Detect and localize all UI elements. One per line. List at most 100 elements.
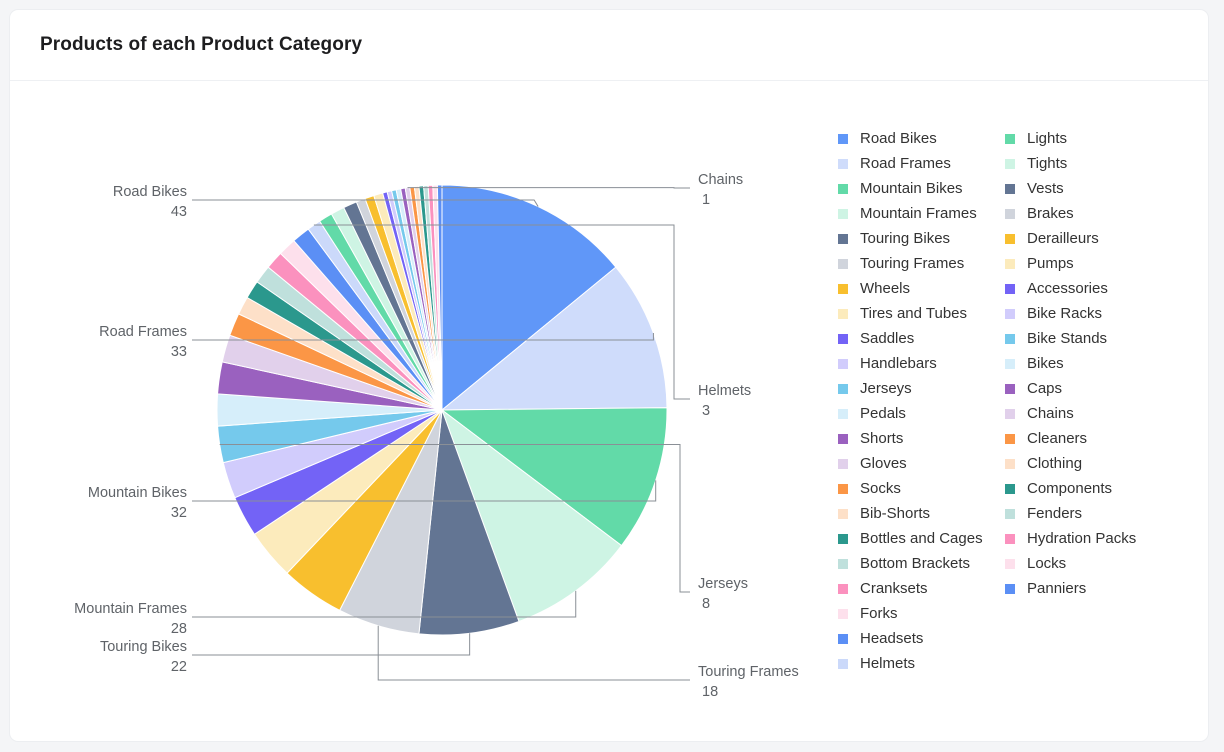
legend-item-tights[interactable]: Tights xyxy=(1005,151,1185,176)
legend-label: Gloves xyxy=(860,455,907,472)
legend-item-caps[interactable]: Caps xyxy=(1005,376,1185,401)
legend-swatch xyxy=(838,433,848,444)
legend-item-derailleurs[interactable]: Derailleurs xyxy=(1005,226,1185,251)
legend-item-pedals[interactable]: Pedals xyxy=(838,401,1005,426)
legend-swatch xyxy=(838,583,848,594)
legend-label: Forks xyxy=(860,605,898,622)
callout-line-mountain-frames xyxy=(192,590,577,618)
legend-item-accessories[interactable]: Accessories xyxy=(1005,276,1185,301)
callout-label-touring-frames: Touring Frames xyxy=(698,664,799,680)
legend-swatch xyxy=(838,408,848,419)
legend-item-cranksets[interactable]: Cranksets xyxy=(838,576,1005,601)
legend-item-pumps[interactable]: Pumps xyxy=(1005,251,1185,276)
legend-label: Clothing xyxy=(1027,455,1083,472)
legend-item-chains[interactable]: Chains xyxy=(1005,401,1185,426)
legend-item-saddles[interactable]: Saddles xyxy=(838,326,1005,351)
legend-item-bottles-and-cages[interactable]: Bottles and Cages xyxy=(838,526,1005,551)
legend-label: Saddles xyxy=(860,330,915,347)
callout-value-touring-frames: 18 xyxy=(702,684,718,700)
legend-item-cleaners[interactable]: Cleaners xyxy=(1005,426,1185,451)
pie-slice-mountain-frames[interactable] xyxy=(440,408,623,623)
callout-value-chains: 1 xyxy=(702,192,710,208)
legend-label: Shorts xyxy=(860,430,904,447)
callout-value-jerseys: 8 xyxy=(702,596,710,612)
legend-label: Chains xyxy=(1027,405,1074,422)
legend-item-bike-racks[interactable]: Bike Racks xyxy=(1005,301,1185,326)
legend-item-vests[interactable]: Vests xyxy=(1005,176,1185,201)
legend-label: Cranksets xyxy=(860,580,928,597)
legend-swatch xyxy=(1005,583,1015,594)
legend-label: Helmets xyxy=(860,655,916,672)
legend-label: Bikes xyxy=(1027,355,1064,372)
legend-item-bottom-brackets[interactable]: Bottom Brackets xyxy=(838,551,1005,576)
pie-slice-panniers[interactable] xyxy=(436,184,443,411)
legend-label: Road Frames xyxy=(860,155,951,172)
legend-item-mountain-frames[interactable]: Mountain Frames xyxy=(838,201,1005,226)
legend-item-road-frames[interactable]: Road Frames xyxy=(838,151,1005,176)
chart-legend: Road Bikes Road Frames Mountain Bikes Mount… xyxy=(838,126,1185,676)
legend-label: Bike Racks xyxy=(1027,305,1103,322)
legend-swatch xyxy=(1005,408,1015,419)
legend-swatch xyxy=(838,308,848,319)
legend-item-clothing[interactable]: Clothing xyxy=(1005,451,1185,476)
legend-item-gloves[interactable]: Gloves xyxy=(838,451,1005,476)
legend-label: Pumps xyxy=(1027,255,1074,272)
legend-item-tires-and-tubes[interactable]: Tires and Tubes xyxy=(838,301,1005,326)
pie-slice-road-bikes[interactable] xyxy=(441,184,617,412)
legend-label: Lights xyxy=(1027,130,1068,147)
legend-item-bike-stands[interactable]: Bike Stands xyxy=(1005,326,1185,351)
legend-swatch xyxy=(1005,533,1015,544)
legend-item-handlebars[interactable]: Handlebars xyxy=(838,351,1005,376)
legend-item-touring-frames[interactable]: Touring Frames xyxy=(838,251,1005,276)
legend-item-hydration-packs[interactable]: Hydration Packs xyxy=(1005,526,1185,551)
legend-label: Headsets xyxy=(860,630,924,647)
legend-swatch xyxy=(1005,333,1015,344)
legend-item-panniers[interactable]: Panniers xyxy=(1005,576,1185,601)
legend-item-helmets[interactable]: Helmets xyxy=(838,651,1005,676)
legend-swatch xyxy=(1005,383,1015,394)
legend-label: Components xyxy=(1027,480,1113,497)
legend-item-wheels[interactable]: Wheels xyxy=(838,276,1005,301)
legend-swatch xyxy=(838,283,848,294)
legend-item-forks[interactable]: Forks xyxy=(838,601,1005,626)
legend-item-fenders[interactable]: Fenders xyxy=(1005,501,1185,526)
legend-label: Bib-Shorts xyxy=(860,505,931,522)
callout-label-chains: Chains xyxy=(698,172,743,188)
legend-swatch xyxy=(838,458,848,469)
callout-line-road-frames xyxy=(192,333,654,341)
legend-item-socks[interactable]: Socks xyxy=(838,476,1005,501)
callout-value-helmets: 3 xyxy=(702,403,710,419)
legend-swatch xyxy=(838,483,848,494)
legend-label: Road Bikes xyxy=(860,130,937,147)
legend-swatch xyxy=(1005,308,1015,319)
legend-swatch xyxy=(838,158,848,169)
legend-label: Bottom Brackets xyxy=(860,555,971,572)
legend-swatch xyxy=(1005,258,1015,269)
legend-label: Pedals xyxy=(860,405,906,422)
legend-item-headsets[interactable]: Headsets xyxy=(838,626,1005,651)
card-header: Products of each Product Category xyxy=(10,10,1208,81)
legend-item-brakes[interactable]: Brakes xyxy=(1005,201,1185,226)
legend-item-touring-bikes[interactable]: Touring Bikes xyxy=(838,226,1005,251)
callout-value-touring-bikes: 22 xyxy=(171,659,187,675)
legend-item-road-bikes[interactable]: Road Bikes xyxy=(838,126,1005,151)
legend-item-locks[interactable]: Locks xyxy=(1005,551,1185,576)
pie-slice-touring-bikes[interactable] xyxy=(418,409,520,636)
legend-swatch xyxy=(838,358,848,369)
legend-swatch xyxy=(838,608,848,619)
legend-item-mountain-bikes[interactable]: Mountain Bikes xyxy=(838,176,1005,201)
callout-line-touring-frames xyxy=(377,625,690,681)
legend-label: Hydration Packs xyxy=(1027,530,1137,547)
legend-item-bib-shorts[interactable]: Bib-Shorts xyxy=(838,501,1005,526)
legend-swatch xyxy=(838,658,848,669)
legend-label: Vests xyxy=(1027,180,1064,197)
legend-label: Tires and Tubes xyxy=(860,305,967,322)
legend-item-bikes[interactable]: Bikes xyxy=(1005,351,1185,376)
legend-item-shorts[interactable]: Shorts xyxy=(838,426,1005,451)
legend-swatch xyxy=(1005,483,1015,494)
legend-label: Caps xyxy=(1027,380,1063,397)
legend-item-lights[interactable]: Lights xyxy=(1005,126,1185,151)
legend-item-components[interactable]: Components xyxy=(1005,476,1185,501)
callout-value-road-bikes: 43 xyxy=(171,204,187,220)
legend-item-jerseys[interactable]: Jerseys xyxy=(838,376,1005,401)
